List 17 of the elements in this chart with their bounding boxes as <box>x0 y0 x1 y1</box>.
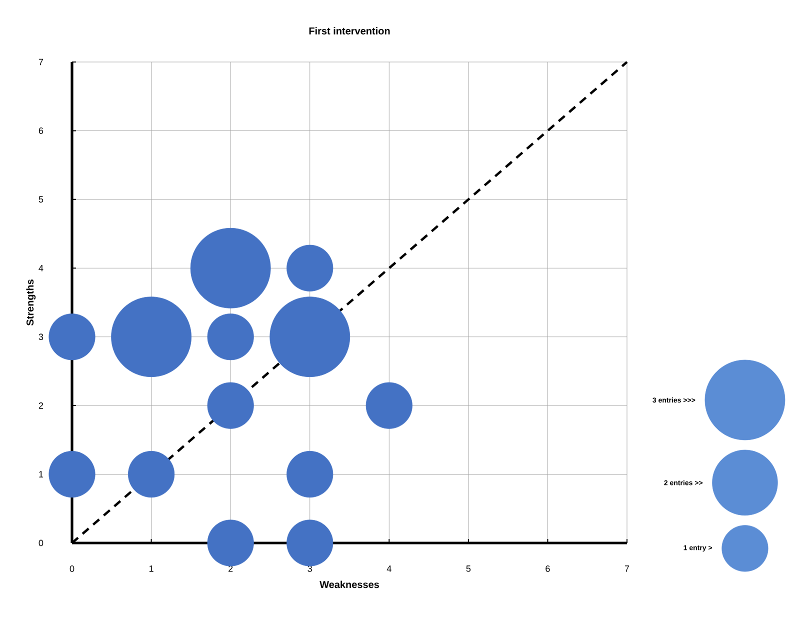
x-tick-label: 0 <box>70 566 74 572</box>
y-tick-label: 7 <box>38 58 44 66</box>
x-tick-label: 6 <box>546 566 550 572</box>
y-tick-label: 4 <box>38 265 44 272</box>
x-axis-title: Weaknesses <box>320 580 380 588</box>
x-tick-label: 4 <box>386 566 392 572</box>
y-tick-label: 3 <box>38 334 44 340</box>
y-tick-label: 6 <box>38 128 44 134</box>
x-tick-label: 1 <box>149 566 154 572</box>
y-tick-label: 1 <box>39 471 44 478</box>
y-tick-label: 2 <box>38 402 44 409</box>
y-axis-title: Strengths <box>26 280 36 326</box>
y-tick-label: 5 <box>38 196 44 203</box>
x-tick-label: 7 <box>624 566 630 572</box>
y-tick-label: 0 <box>38 540 44 546</box>
chart-title: First intervention <box>309 27 390 34</box>
x-tick-label: 5 <box>466 566 471 572</box>
